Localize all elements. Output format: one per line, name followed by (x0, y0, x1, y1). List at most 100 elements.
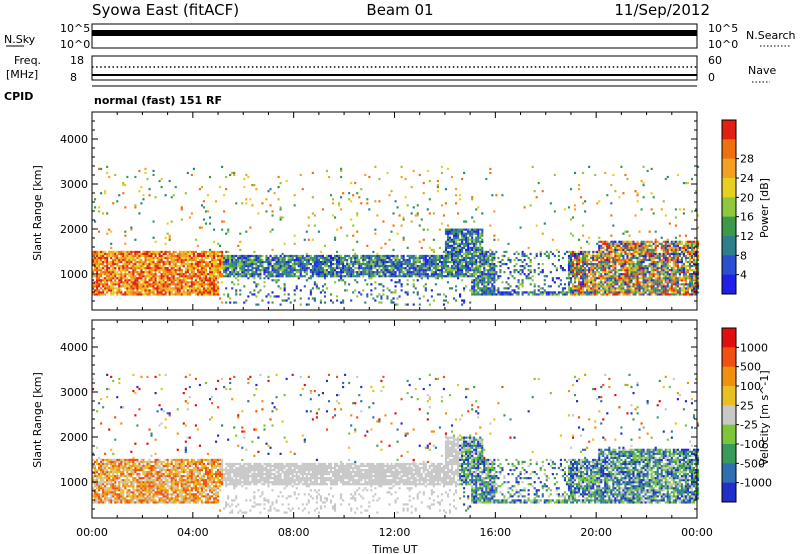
data-cell (126, 279, 129, 282)
data-cell (305, 279, 308, 282)
data-cell (654, 244, 657, 247)
data-cell (263, 281, 266, 284)
data-cell (299, 256, 302, 260)
data-cell (450, 244, 454, 247)
data-cell (598, 244, 601, 247)
data-cell (582, 267, 585, 270)
data-cell (467, 265, 470, 268)
data-cell (676, 256, 679, 260)
data-cell (366, 244, 369, 247)
data-cell (592, 265, 595, 268)
data-cell (465, 232, 468, 235)
data-cell (634, 242, 637, 245)
data-cell (130, 228, 133, 231)
data-cell (446, 230, 450, 233)
data-cell (100, 256, 103, 260)
data-cell (293, 234, 296, 237)
data-cell (440, 222, 443, 225)
data-cell (204, 283, 208, 286)
data-cell (235, 262, 238, 266)
data-cell (114, 258, 117, 262)
data-cell (192, 256, 195, 260)
data-cell (450, 240, 454, 243)
data-cell (469, 301, 472, 304)
data-cell (299, 173, 302, 177)
data-cell (317, 260, 320, 264)
data-cell (190, 256, 193, 260)
data-cell (348, 273, 351, 276)
data-cell (628, 250, 631, 254)
data-cell (370, 262, 373, 266)
data-cell (130, 252, 133, 256)
data-cell (668, 256, 671, 260)
data-cell (128, 262, 131, 266)
data-cell (229, 297, 232, 300)
data-cell (582, 258, 585, 262)
data-cell (452, 240, 456, 243)
data-cell (424, 258, 427, 262)
data-cell (176, 283, 179, 286)
data-cell (475, 230, 478, 233)
data-cell (624, 230, 627, 233)
data-cell (604, 291, 607, 294)
data-cell (200, 281, 203, 284)
data-cell (400, 165, 403, 168)
data-cell (196, 267, 199, 270)
data-cell (674, 256, 677, 260)
data-cell (269, 258, 272, 262)
data-cell (120, 273, 123, 276)
data-cell (150, 250, 153, 254)
data-cell (654, 256, 657, 260)
data-cell (144, 254, 147, 258)
data-cell (243, 275, 246, 278)
data-cell (110, 230, 113, 233)
data-cell (594, 275, 597, 278)
data-cell (392, 262, 395, 266)
data-cell (180, 258, 183, 262)
data-cell (529, 204, 532, 207)
data-cell (509, 285, 512, 288)
data-cell (578, 287, 581, 290)
data-cell (606, 265, 609, 268)
data-cell (473, 238, 476, 241)
data-cell (126, 281, 129, 284)
data-cell (160, 258, 163, 262)
data-cell (241, 269, 244, 272)
data-cell (436, 269, 439, 272)
data-cell (122, 277, 125, 280)
data-cell (364, 269, 367, 272)
data-cell (529, 265, 532, 268)
data-cell (271, 267, 274, 270)
data-cell (233, 262, 236, 266)
data-cell (106, 260, 109, 264)
data-cell (582, 254, 585, 258)
data-cell (644, 285, 647, 288)
data-cell (259, 289, 262, 292)
data-cell (323, 244, 327, 247)
data-cell (370, 269, 373, 272)
data-cell (108, 289, 111, 292)
data-cell (202, 265, 206, 268)
data-cell (118, 269, 121, 272)
data-cell (604, 171, 607, 175)
data-cell (249, 256, 252, 260)
data-cell (618, 248, 621, 251)
data-cell (144, 267, 147, 270)
data-cell (576, 254, 579, 258)
data-cell (334, 254, 337, 258)
data-cell (170, 275, 173, 278)
data-cell (422, 258, 425, 262)
data-cell (128, 256, 131, 260)
data-cell (592, 289, 595, 292)
data-cell (247, 267, 250, 270)
data-cell (227, 267, 230, 270)
data-cell (184, 250, 187, 254)
data-cell (303, 262, 306, 266)
data-cell (120, 256, 123, 260)
data-cell (614, 248, 617, 251)
data-cell (674, 285, 677, 288)
data-cell (652, 279, 655, 282)
data-cell (327, 271, 331, 274)
data-cell (295, 260, 298, 264)
data-cell (672, 273, 675, 276)
